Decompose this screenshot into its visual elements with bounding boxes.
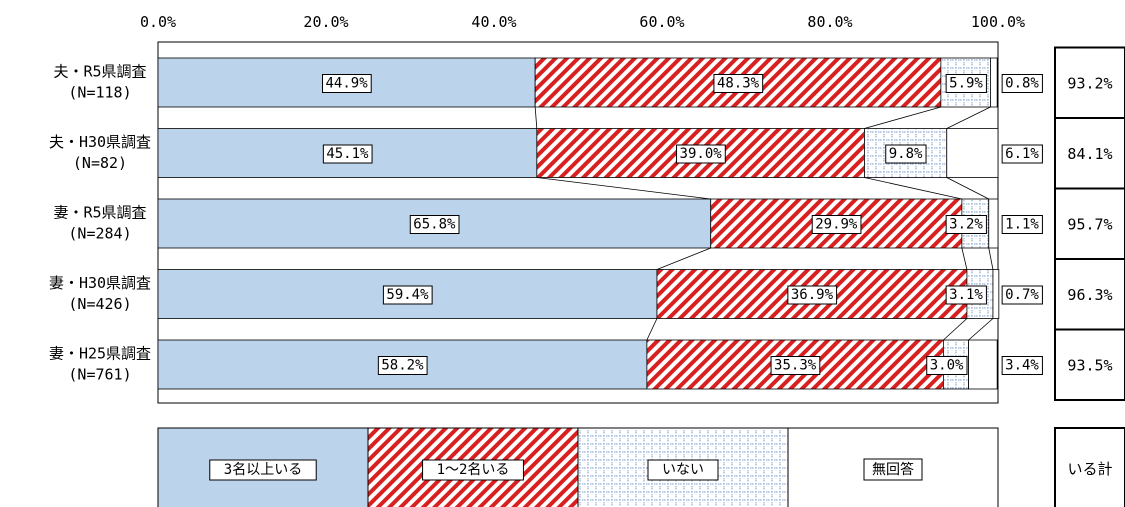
legend-label-box	[422, 459, 524, 481]
value-label: 3.2%	[949, 217, 983, 233]
x-tick-label: 40.0%	[471, 13, 516, 31]
value-label: 35.3%	[774, 358, 817, 374]
connector-line	[646, 318, 658, 341]
value-label-box	[377, 356, 428, 375]
category-label: (N=284)	[68, 225, 131, 243]
legend-label-box	[647, 459, 719, 481]
value-label-box	[945, 74, 987, 93]
value-label: 3.1%	[949, 287, 983, 303]
x-tick-label: 100.0%	[971, 13, 1025, 31]
bar-segment	[992, 269, 1000, 319]
value-label-box	[409, 215, 460, 234]
value-label: 48.3%	[717, 76, 760, 92]
value-label: 0.8%	[1005, 76, 1039, 92]
category-label: (N=82)	[73, 154, 127, 172]
x-tick-label: 60.0%	[639, 13, 684, 31]
total-cell	[1054, 328, 1125, 401]
total-cell	[1054, 187, 1125, 260]
value-label-box	[945, 215, 987, 234]
value-label: 0.7%	[1005, 287, 1039, 303]
connector-line	[968, 318, 994, 341]
x-tick-label: 0.0%	[140, 13, 176, 31]
legend-label-box	[863, 458, 923, 481]
legend-label-box	[209, 459, 317, 481]
connector-line	[864, 177, 962, 200]
value-label: 3.0%	[930, 358, 964, 374]
connector-line	[946, 177, 989, 200]
value-label-box	[1001, 285, 1043, 305]
category-label: 妻・H25県調査	[49, 345, 151, 363]
bar-segment	[988, 198, 999, 249]
legend-label: 3名以上いる	[224, 462, 302, 478]
value-label: 29.9%	[815, 217, 858, 233]
total-cell	[1054, 117, 1125, 190]
value-label-box	[322, 74, 372, 93]
connector-line	[988, 247, 994, 270]
value-label-box	[811, 215, 862, 234]
value-label: 59.4%	[386, 287, 429, 303]
legend-label: 1～2名いる	[437, 462, 510, 478]
value-label-box	[926, 356, 968, 375]
connector-line	[536, 177, 711, 200]
value-label: 65.8%	[413, 217, 456, 233]
bar-segment	[946, 128, 999, 178]
connector-line	[656, 247, 711, 270]
total-value: 93.2%	[1067, 75, 1112, 93]
category-label: (N=761)	[68, 366, 131, 384]
connector-line	[946, 106, 991, 129]
value-label: 9.8%	[889, 146, 923, 162]
value-label-box	[1001, 74, 1043, 93]
totals-header: いる計	[1067, 460, 1112, 478]
value-label-box	[1001, 215, 1043, 234]
value-label: 5.9%	[949, 76, 983, 92]
total-value: 95.7%	[1067, 216, 1112, 234]
value-label-box	[770, 356, 821, 375]
connector-line	[961, 247, 968, 270]
value-label: 44.9%	[326, 76, 369, 92]
value-label-box	[1001, 356, 1043, 375]
bar-segment	[968, 339, 998, 390]
value-label-box	[713, 74, 764, 93]
totals-header-cell	[1054, 427, 1125, 507]
legend-label: いない	[662, 462, 704, 478]
bar-segment	[990, 57, 998, 108]
value-label-box	[322, 144, 373, 164]
x-tick-label: 20.0%	[303, 13, 348, 31]
value-label-box	[1001, 144, 1043, 164]
value-label: 3.4%	[1005, 358, 1039, 374]
value-label-box	[945, 285, 987, 305]
value-label: 6.1%	[1005, 146, 1039, 162]
total-value: 84.1%	[1067, 145, 1112, 163]
value-label-box	[382, 285, 433, 305]
category-label: 夫・R5県調査	[53, 63, 146, 81]
category-label: 妻・H30県調査	[49, 274, 151, 292]
value-label-box	[787, 285, 838, 305]
category-label: 夫・H30県調査	[49, 133, 151, 151]
category-label: (N=118)	[68, 84, 131, 102]
value-label: 39.0%	[680, 146, 723, 162]
legend-label: 無回答	[872, 461, 914, 478]
value-label: 1.1%	[1005, 217, 1039, 233]
value-label-box	[885, 144, 927, 164]
total-value: 96.3%	[1067, 286, 1112, 304]
total-value: 93.5%	[1067, 357, 1112, 375]
value-label-box	[676, 144, 726, 164]
total-cell	[1054, 46, 1125, 119]
value-label: 36.9%	[791, 287, 834, 303]
x-tick-label: 80.0%	[807, 13, 852, 31]
connector-line	[534, 106, 538, 129]
category-label: (N=426)	[68, 295, 131, 313]
value-label: 58.2%	[381, 358, 424, 374]
connector-line	[943, 318, 968, 341]
value-label: 45.1%	[326, 146, 369, 162]
total-cell	[1054, 258, 1125, 331]
category-label: 妻・R5県調査	[53, 204, 146, 222]
connector-line	[864, 106, 941, 129]
